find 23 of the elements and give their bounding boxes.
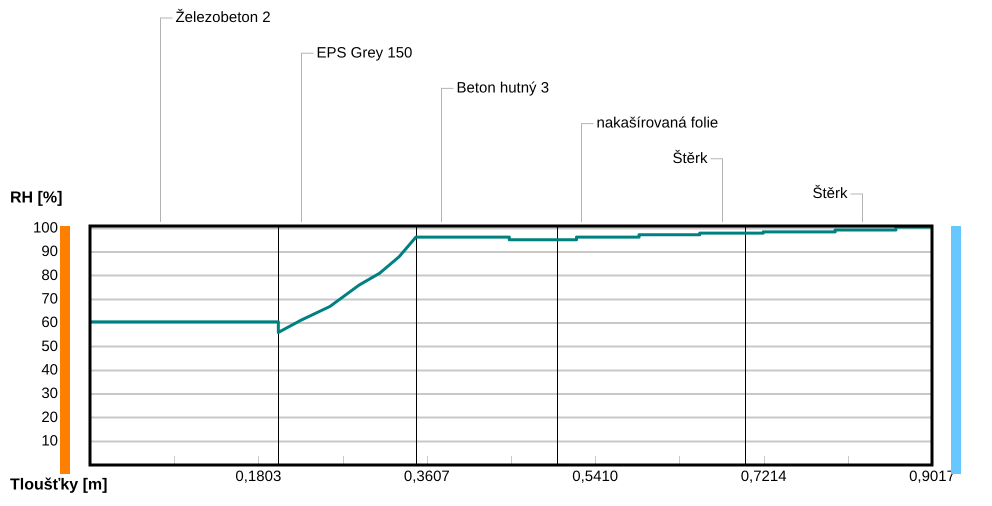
text: Štěrk bbox=[672, 148, 708, 167]
x-tick-label: 0,1803 bbox=[235, 468, 282, 486]
text: EPS Grey 150 bbox=[316, 44, 412, 62]
x-tick-label: 0,7214 bbox=[740, 468, 787, 486]
text: Štěrk bbox=[812, 184, 848, 202]
text: nakašírovaná folie bbox=[596, 114, 718, 132]
text: Beton hutný 3 bbox=[456, 80, 550, 97]
y-tick-label: 40 bbox=[41, 361, 58, 378]
x-tick-label: 0,5410 bbox=[572, 468, 618, 486]
y-tick-label: 50 bbox=[41, 338, 58, 355]
y-tick-label: 30 bbox=[41, 385, 58, 402]
x-tick-label: 0,9017 bbox=[909, 468, 955, 486]
x-tick-label: 0,3607 bbox=[404, 468, 450, 486]
text: Železobeton 2 bbox=[176, 8, 271, 26]
x-axis-title: Tloušťky [m] bbox=[10, 476, 108, 494]
y-axis-title: RH [%] bbox=[10, 189, 62, 206]
y-tick-label: 60 bbox=[41, 314, 58, 332]
y-tick-label: 90 bbox=[41, 243, 58, 260]
y-tick-label: 20 bbox=[41, 408, 58, 426]
y-tick-label: 10 bbox=[41, 432, 58, 450]
y-tick-label: 70 bbox=[41, 290, 58, 308]
y-tick-label: 100 bbox=[32, 220, 58, 237]
y-tick-label: 80 bbox=[41, 266, 58, 284]
